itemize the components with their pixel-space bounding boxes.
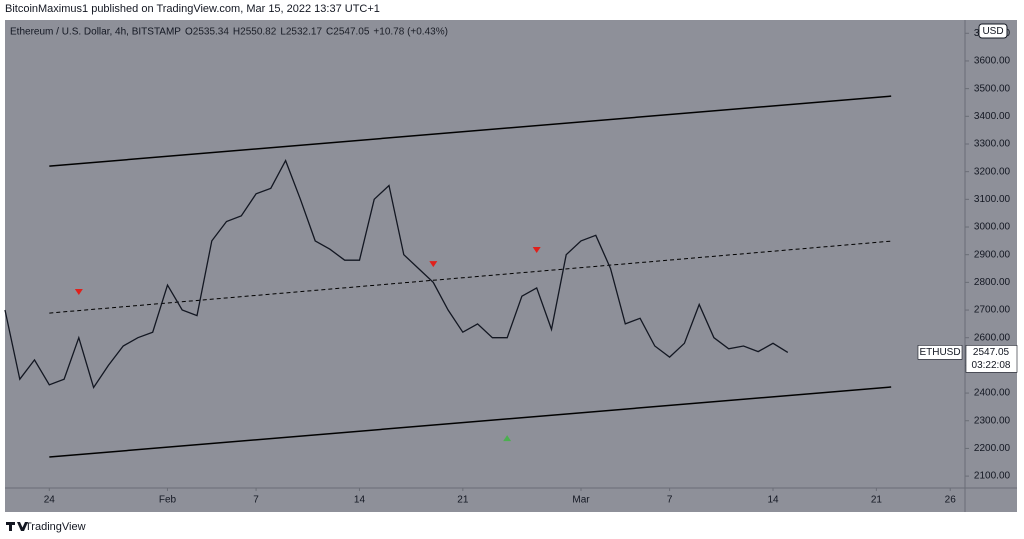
x-tick-label: 14 (767, 495, 779, 506)
ohlc-label: H (233, 27, 240, 38)
ohlc-label: L (280, 27, 286, 38)
x-tick-label: 21 (457, 495, 469, 506)
chart-background (5, 20, 1017, 512)
ohlc-value: 2535.34 (193, 27, 230, 38)
countdown: 03:22:08 (972, 360, 1011, 371)
last-price: 2547.05 (973, 347, 1010, 358)
y-tick-label: 3400.00 (974, 111, 1011, 122)
ohlc-label: O (185, 27, 193, 38)
signal-marker (532, 246, 541, 253)
x-tick-label: 26 (945, 495, 957, 506)
y-tick-label: 3100.00 (974, 194, 1011, 205)
ohlc-label: C (326, 27, 333, 38)
ohlc-value: 2547.05 (333, 27, 370, 38)
y-tick-label: 2300.00 (974, 415, 1011, 426)
last-price-tag (965, 345, 1018, 373)
y-tick-label: 2800.00 (974, 277, 1011, 288)
y-tick-label: 3000.00 (974, 222, 1011, 233)
y-tick-label: 3600.00 (974, 56, 1011, 67)
x-tick-label: 7 (667, 495, 673, 506)
y-tick-label: 2400.00 (974, 388, 1011, 399)
channel-line (49, 240, 892, 314)
x-tick-label: Feb (159, 495, 177, 506)
x-tick-label: 7 (253, 495, 259, 506)
price-line (4, 159, 789, 390)
y-tick-label: 3200.00 (974, 166, 1011, 177)
channel-line (49, 95, 892, 167)
header: BitcoinMaximus1 published on TradingView… (5, 3, 380, 15)
currency-label: USD (982, 26, 1003, 37)
brand: TradingView (25, 521, 86, 533)
currency-badge (978, 23, 1008, 39)
symbol-title: Ethereum / U.S. Dollar, 4h, BITSTAMP (10, 27, 181, 38)
price-change: +10.78 (+0.43%) (373, 27, 448, 38)
y-tick-label: 2100.00 (974, 471, 1011, 482)
y-tick-label: 2600.00 (974, 332, 1011, 343)
y-tick-label: 2700.00 (974, 305, 1011, 316)
ohlc-value: 2532.17 (286, 27, 323, 38)
ohlc-value: 2550.82 (240, 27, 277, 38)
y-tick-label: 2200.00 (974, 443, 1011, 454)
x-tick-label: 24 (44, 495, 56, 506)
x-tick-label: 21 (871, 495, 883, 506)
legend: Ethereum / U.S. Dollar, 4h, BITSTAMP O 253… (10, 27, 448, 38)
x-tick-label: 14 (354, 495, 366, 506)
y-tick-label: 2900.00 (974, 249, 1011, 260)
symbol-tag-label: ETHUSD (919, 347, 960, 358)
y-tick-label: 3300.00 (974, 139, 1011, 150)
logo: TradingView (6, 521, 86, 533)
signal-marker (429, 261, 438, 268)
signal-marker (503, 435, 512, 442)
signal-marker (74, 289, 83, 296)
channel-line (49, 386, 892, 458)
y-tick-label: 3500.00 (974, 83, 1011, 94)
symbol-tag (917, 345, 963, 360)
x-tick-label: Mar (572, 495, 590, 506)
